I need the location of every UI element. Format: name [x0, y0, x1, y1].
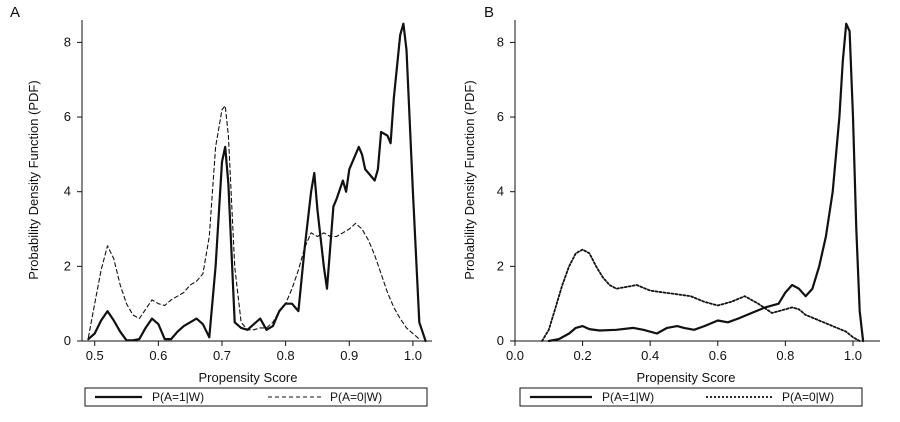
x-tick-label: 0.0 [506, 348, 524, 363]
y-tick-label: 2 [64, 258, 71, 273]
panel-a: A Probability Density Function (PDF) Pro… [10, 4, 432, 407]
y-axis-title-a: Probability Density Function (PDF) [26, 80, 41, 279]
x-tick-label: 1.0 [844, 348, 862, 363]
legend-label-treated: P(A=1|W) [152, 390, 204, 404]
panel-label-a: A [10, 4, 20, 21]
series-line-treated [87, 22, 427, 343]
series-line-control [87, 105, 420, 340]
y-tick-label: 0 [497, 333, 504, 348]
y-tick-label: 4 [497, 184, 504, 199]
legend-label-treated: P(A=1|W) [602, 390, 654, 404]
legend-box [519, 387, 863, 407]
x-tick-label: 0.6 [149, 348, 167, 363]
y-tick-label: 8 [497, 34, 504, 49]
x-tick-label: 0.6 [709, 348, 727, 363]
x-axis-title-b: Propensity Score [637, 370, 736, 385]
x-tick-label: 0.4 [641, 348, 659, 363]
series-line-control [541, 248, 861, 342]
y-tick-label: 4 [64, 184, 71, 199]
panel-label-b: B [484, 4, 494, 21]
legend-b: P(A=1|W) P(A=0|W) [519, 387, 863, 407]
x-tick-label: 0.2 [574, 348, 592, 363]
legend-a: P(A=1|W) P(A=0|W) [84, 387, 428, 407]
legend-label-control: P(A=0|W) [330, 390, 382, 404]
x-axis-title-a: Propensity Score [199, 370, 298, 385]
x-tick-label: 0.7 [213, 348, 231, 363]
x-tick-label: 0.5 [86, 348, 104, 363]
y-tick-label: 2 [497, 258, 504, 273]
legend-box [84, 387, 428, 407]
x-tick-label: 0.8 [277, 348, 295, 363]
panel-b: B Probability Density Function (PDF) Pro… [462, 4, 880, 407]
y-tick-label: 8 [64, 34, 71, 49]
series-line-treated [547, 22, 865, 343]
x-tick-label: 0.8 [776, 348, 794, 363]
y-tick-label: 6 [497, 109, 504, 124]
plot-area-a: 0 2 4 6 8 0.5 0.6 0.7 0.8 0.9 1.0 [64, 20, 432, 363]
x-tick-label: 0.9 [340, 348, 358, 363]
y-tick-label: 0 [64, 333, 71, 348]
y-tick-label: 6 [64, 109, 71, 124]
y-axis-title-b: Probability Density Function (PDF) [462, 80, 477, 279]
legend-label-control: P(A=0|W) [782, 390, 834, 404]
plot-area-b: 0 2 4 6 8 0.0 0.2 0.4 0.6 0.8 1.0 [497, 20, 880, 363]
x-tick-label: 1.0 [404, 348, 422, 363]
